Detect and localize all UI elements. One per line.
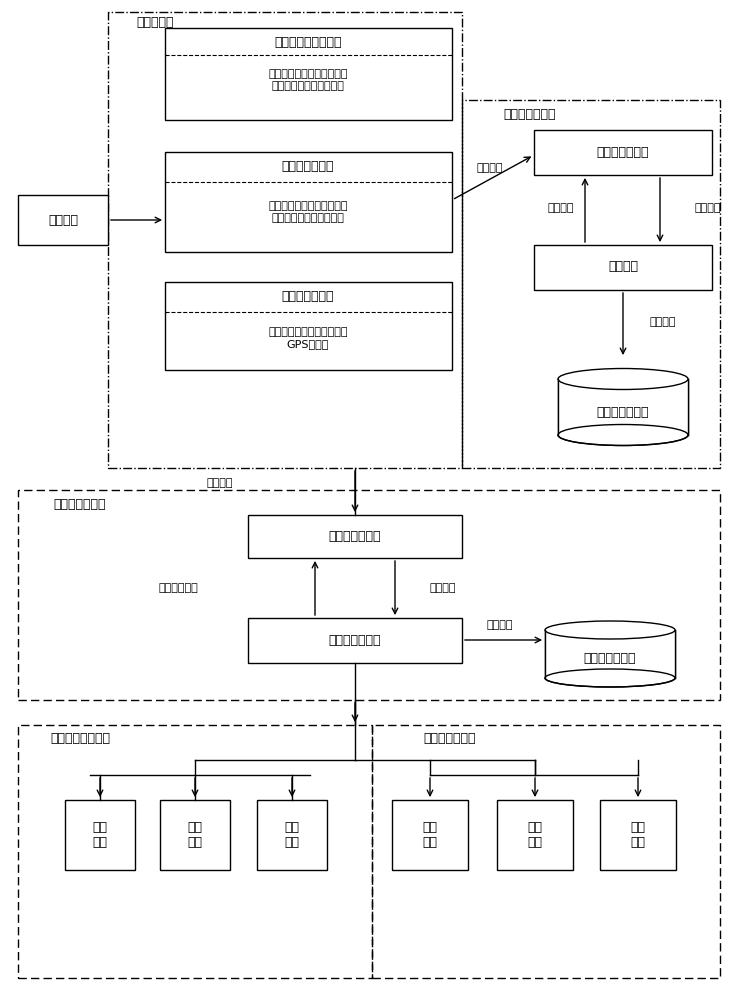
Bar [534,245,712,290]
Text: 数据
分析: 数据 分析 [422,821,438,849]
Bar [534,130,712,175]
Bar [18,725,372,978]
Text: 第一监测数据库: 第一监测数据库 [597,406,649,418]
Ellipse shape [545,669,675,687]
Text: 安全预警子系统: 安全预警子系统 [424,732,477,744]
Text: 辅助监测传感器: 辅助监测传感器 [282,290,335,304]
Bar [18,490,720,700]
Text: 监测主机: 监测主机 [608,260,638,273]
Bar [165,28,452,120]
Bar [372,725,720,978]
Bar [257,800,327,870]
Bar [600,800,676,870]
Text: 采集数据: 采集数据 [477,163,503,173]
Bar [165,282,452,370]
Bar [165,152,452,252]
Bar [65,800,135,870]
Text: 数据通信子系统: 数据通信子系统 [53,498,106,512]
Bar [248,515,462,558]
Text: 发送数据: 发送数据 [430,583,457,593]
Text: 数据采集子系统: 数据采集子系统 [504,108,556,121]
Text: 可视化显示子系统: 可视化显示子系统 [50,732,110,744]
Text: 监测数据采集仪: 监测数据采集仪 [597,145,649,158]
Text: 静力水准仪；振动传感器；
GPS定位仪: 静力水准仪；振动传感器； GPS定位仪 [268,327,348,349]
Text: 方案
生成: 方案 生成 [630,821,646,849]
Text: 气象环境监测传感器: 气象环境监测传感器 [274,35,342,48]
Text: 监测服务端主机: 监测服务端主机 [329,634,381,647]
Bar [18,195,108,245]
Bar [497,800,573,870]
Bar [248,618,462,663]
Bar [108,12,462,468]
Text: 结构监测传感器: 结构监测传感器 [282,160,335,174]
Text: 应变计；钢筋计；温度计；
测斜计；位移计；索力计: 应变计；钢筋计；温度计； 测斜计；位移计；索力计 [268,201,348,223]
Text: 第二监测数据库: 第二监测数据库 [583,652,636,664]
Text: 数据入库: 数据入库 [487,620,513,630]
Bar [160,800,230,870]
Bar [545,630,675,678]
Text: 数据入库: 数据入库 [650,317,676,327]
Ellipse shape [558,424,688,446]
Text: 发送数据: 发送数据 [695,203,722,213]
Bar [558,379,688,435]
Ellipse shape [558,368,688,389]
Text: 模型
编辑: 模型 编辑 [187,821,203,849]
Text: 远程设置频率: 远程设置频率 [158,583,198,593]
Text: 监测客户端主机: 监测客户端主机 [329,530,381,542]
Text: 铃声
警告: 铃声 警告 [528,821,542,849]
Bar [462,100,720,468]
Text: 传感子系统: 传感子系统 [136,15,173,28]
Text: 模型
加载: 模型 加载 [92,821,108,849]
Text: 发送指令: 发送指令 [548,203,575,213]
Text: 读取数据: 读取数据 [206,478,234,488]
Text: 模型
显示: 模型 显示 [285,821,299,849]
Bar [392,800,468,870]
Text: 待测结构: 待测结构 [48,214,78,227]
Ellipse shape [545,621,675,639]
Text: 风速、风向传感器；温湿度
传感器；雨量计；气压计: 风速、风向传感器；温湿度 传感器；雨量计；气压计 [268,69,348,91]
